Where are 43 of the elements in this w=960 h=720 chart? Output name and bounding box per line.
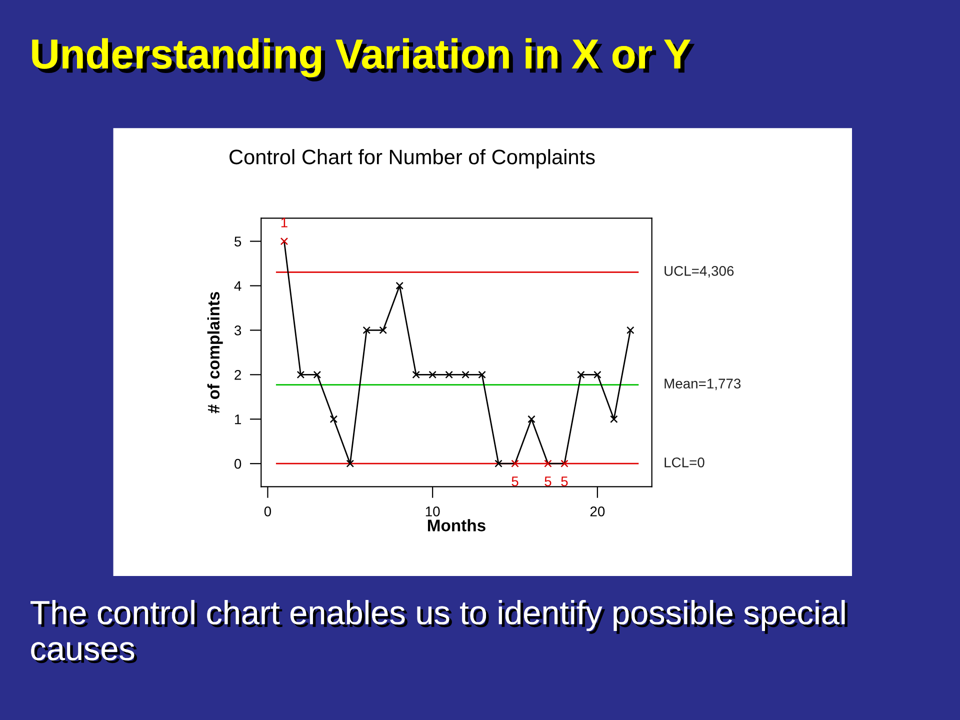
point [478, 370, 486, 379]
annotation: 5 [544, 476, 552, 486]
y-tick-label: 0 [234, 458, 242, 469]
y-tick-label: 3 [234, 326, 242, 336]
text: The control chart enables us to identify possible special causes [30, 600, 848, 664]
y-tick-label: 2 [234, 370, 241, 380]
chart-title: Understanding Variation in X or Y [32, 38, 695, 82]
y-tick-label: 4 [234, 281, 242, 291]
x-axis-title: Months [428, 519, 486, 532]
point [330, 415, 338, 424]
annotation: 1 [281, 218, 288, 228]
chart-subtitle: Control Chart for Number of Complaints [230, 149, 595, 168]
point [560, 460, 568, 468]
point [296, 370, 305, 379]
point [594, 370, 602, 379]
point [280, 237, 288, 246]
y-axis-title: # of complaints [207, 292, 223, 414]
point [346, 460, 354, 468]
point [362, 326, 371, 334]
annotation: 5 [512, 476, 518, 486]
point [462, 370, 470, 379]
point [577, 370, 585, 379]
ref-line-label: Mean=1,773 [664, 378, 741, 390]
point [428, 370, 436, 379]
ref-line-label: LCL=0 [664, 457, 704, 468]
y-tick-label: 1 [235, 414, 241, 424]
point [610, 415, 618, 424]
point [396, 282, 404, 290]
point [528, 415, 536, 424]
point [379, 326, 387, 334]
ref-line-label: UCL=4,306 [664, 266, 734, 278]
point [412, 370, 420, 379]
x-tick-label: 0 [264, 506, 272, 516]
point [544, 460, 552, 468]
point [313, 370, 322, 379]
x-tick-label: 20 [590, 506, 605, 516]
point [445, 370, 453, 379]
point [494, 460, 502, 468]
y-tick-label: 5 [234, 236, 242, 246]
point [626, 326, 634, 334]
x-tick-label: 10 [426, 506, 440, 516]
annotation: 5 [561, 476, 568, 486]
point [511, 460, 519, 468]
